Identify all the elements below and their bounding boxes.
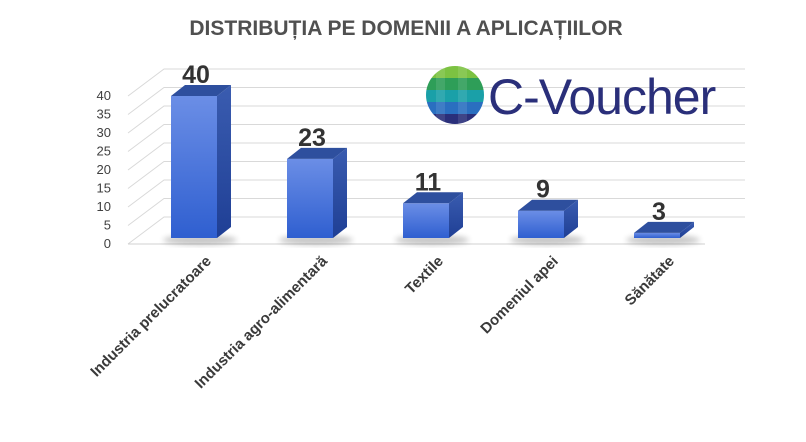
- grid-line: [127, 68, 745, 97]
- category-label: Industria agro-alimentară: [191, 252, 331, 392]
- data-labels: 40 23 11 9 3: [182, 61, 666, 226]
- grid-line: [127, 124, 745, 152]
- data-label: 3: [652, 198, 666, 226]
- logo-text: C-Voucher: [488, 69, 716, 125]
- grid-line: [127, 142, 745, 171]
- bar-front: [634, 232, 680, 238]
- data-label: 9: [536, 176, 550, 204]
- bar-side: [333, 147, 347, 238]
- bar-front: [287, 158, 333, 238]
- bar-top: [403, 192, 463, 204]
- y-tick-label: 15: [97, 181, 111, 196]
- c-voucher-logo: C-Voucher: [426, 66, 717, 125]
- y-tick-label: 25: [97, 144, 111, 159]
- grid-line: [127, 87, 745, 115]
- y-tick-label: 20: [97, 162, 111, 177]
- y-tick-label: 40: [97, 88, 111, 103]
- grid-line: [127, 105, 745, 134]
- y-tick-label: 35: [97, 107, 111, 122]
- bar-front: [518, 210, 564, 238]
- grid-line: [127, 198, 745, 226]
- bar-side: [449, 192, 463, 238]
- bar-top: [171, 85, 231, 96]
- bar-front: [171, 96, 217, 238]
- grid-lines: [127, 68, 745, 245]
- y-tick-label: 30: [97, 125, 111, 140]
- data-label: 11: [415, 168, 442, 196]
- bar: [163, 85, 237, 245]
- data-label: 40: [182, 61, 210, 89]
- data-label: 23: [298, 124, 326, 152]
- category-label: Domeniul apei: [477, 253, 562, 338]
- bar: [626, 221, 700, 245]
- bar-side: [680, 221, 694, 238]
- bar: [510, 199, 584, 245]
- category-label: Industria prelucratoare: [87, 253, 215, 381]
- category-label: Sănătate: [622, 253, 678, 309]
- bar-front: [403, 203, 449, 238]
- bar-side: [217, 85, 231, 238]
- grid-line: [127, 179, 745, 208]
- bar: [395, 192, 469, 245]
- chart-title: DISTRIBUȚIA PE DOMENII A APLICAȚIILOR: [189, 17, 622, 40]
- y-tick-label: 0: [104, 236, 111, 251]
- y-tick-label: 5: [104, 218, 111, 233]
- category-label: Textile: [402, 253, 447, 298]
- bar: [279, 147, 353, 245]
- y-tick-label: 10: [97, 199, 111, 214]
- grid-line: [127, 161, 745, 189]
- bar-top: [634, 221, 694, 233]
- c-voucher-globe-icon: [426, 66, 484, 124]
- bars: [163, 85, 700, 245]
- bar-side: [564, 199, 578, 238]
- bar-top: [287, 147, 347, 159]
- bar-top: [518, 199, 578, 211]
